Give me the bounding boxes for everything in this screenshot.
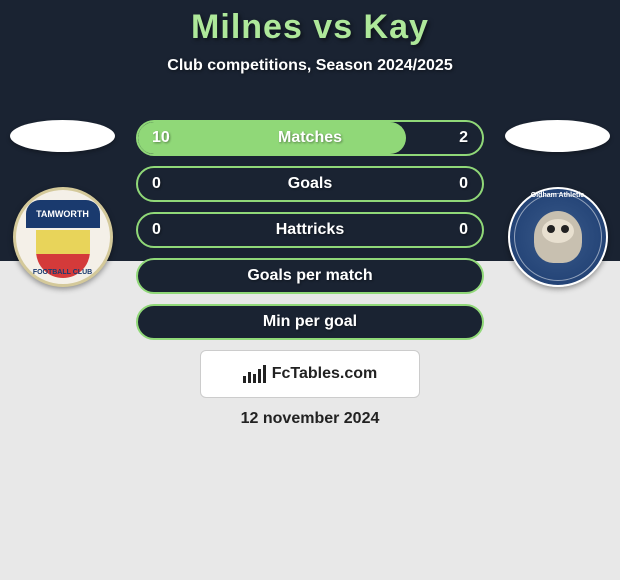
header: Milnes vs Kay Club competitions, Season … bbox=[0, 0, 620, 75]
stat-row-min-per-goal: Min per goal bbox=[136, 304, 484, 340]
page-subtitle: Club competitions, Season 2024/2025 bbox=[0, 57, 620, 75]
club-badge-left-name: TAMWORTH bbox=[26, 200, 100, 228]
stat-fill bbox=[138, 122, 406, 154]
stat-row-goals: 0 Goals 0 bbox=[136, 166, 484, 202]
stat-row-goals-per-match: Goals per match bbox=[136, 258, 484, 294]
stat-label: Goals bbox=[288, 175, 332, 193]
date-text: 12 november 2024 bbox=[0, 410, 620, 428]
stat-value-right: 2 bbox=[459, 129, 468, 147]
club-badge-left: TAMWORTH FOOTBALL CLUB bbox=[13, 187, 113, 287]
club-badge-right: Oldham Athletic bbox=[508, 187, 608, 287]
bar-chart-icon bbox=[243, 365, 266, 383]
stat-value-right: 0 bbox=[459, 221, 468, 239]
stat-value-left: 0 bbox=[152, 221, 161, 239]
stat-value-left: 10 bbox=[152, 129, 170, 147]
brand-text: FcTables.com bbox=[272, 365, 378, 383]
page-title: Milnes vs Kay bbox=[0, 8, 620, 47]
player-left-silhouette bbox=[10, 120, 115, 152]
stat-label: Hattricks bbox=[276, 221, 344, 239]
stat-row-matches: 10 Matches 2 bbox=[136, 120, 484, 156]
brand-badge[interactable]: FcTables.com bbox=[200, 350, 420, 398]
stat-label: Goals per match bbox=[247, 267, 372, 285]
stat-value-right: 0 bbox=[459, 175, 468, 193]
stat-row-hattricks: 0 Hattricks 0 bbox=[136, 212, 484, 248]
player-right-silhouette bbox=[505, 120, 610, 152]
player-left-column: TAMWORTH FOOTBALL CLUB bbox=[5, 120, 120, 287]
player-right-column: Oldham Athletic bbox=[500, 120, 615, 287]
club-badge-right-name: Oldham Athletic bbox=[510, 192, 606, 199]
stat-label: Min per goal bbox=[263, 313, 357, 331]
stat-value-left: 0 bbox=[152, 175, 161, 193]
stat-label: Matches bbox=[278, 129, 342, 147]
stats-container: 10 Matches 2 0 Goals 0 0 Hattricks 0 Goa… bbox=[136, 120, 484, 350]
owl-icon bbox=[534, 211, 582, 263]
club-badge-left-subtext: FOOTBALL CLUB bbox=[26, 269, 100, 276]
